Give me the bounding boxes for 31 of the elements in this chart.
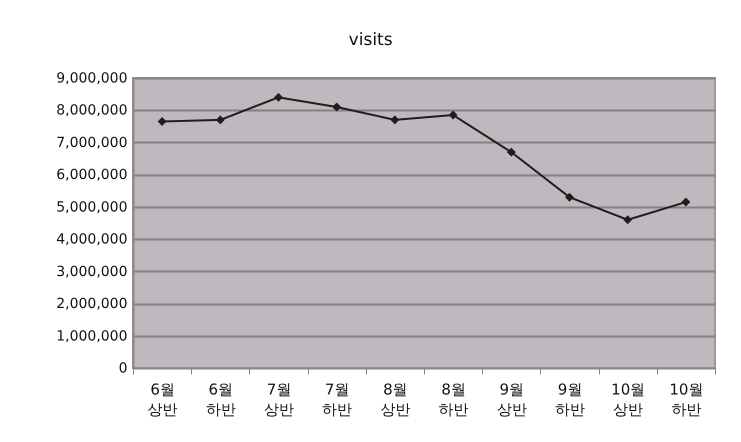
chart-title: visits	[348, 30, 393, 50]
y-tick-label: 5,000,000	[56, 199, 128, 216]
point	[216, 115, 225, 124]
point	[390, 115, 400, 124]
point	[332, 102, 342, 112]
x-tick-label: 10월 상반	[611, 380, 646, 418]
y-tick-label: 3,000,000	[56, 264, 128, 280]
y-tick-label: 7,000,000	[56, 134, 128, 151]
x-tick-label: 6월 상반	[148, 380, 178, 418]
point	[623, 215, 632, 224]
x-tick-label: 7월 상반	[264, 380, 294, 418]
y-tick-label: 8,000,000	[56, 102, 128, 119]
x-tick-label: 8월 하반	[438, 380, 469, 418]
point	[448, 110, 458, 120]
y-tick-label: 6,000,000	[56, 167, 128, 184]
point	[274, 92, 283, 102]
point	[565, 192, 574, 202]
point	[681, 198, 690, 207]
y-tick-label: 4,000,000	[56, 232, 128, 248]
x-tick-label: 8월 상반	[380, 380, 410, 418]
x-tick-label: 9월 상반	[496, 380, 527, 418]
y-tick-label: 0	[118, 360, 128, 376]
x-tick-label: 10월 하반	[669, 380, 704, 418]
x-tick-label: 9월 하반	[555, 380, 585, 418]
x-tick-label: 6월 하반	[206, 380, 236, 418]
point	[158, 117, 167, 126]
point	[506, 148, 516, 157]
y-tick-label: 1,000,000	[56, 328, 128, 344]
y-tick-label: 9,000,000	[56, 70, 128, 86]
x-tick-label: 7월 하반	[322, 380, 352, 418]
y-tick-label: 2,000,000	[56, 296, 128, 312]
